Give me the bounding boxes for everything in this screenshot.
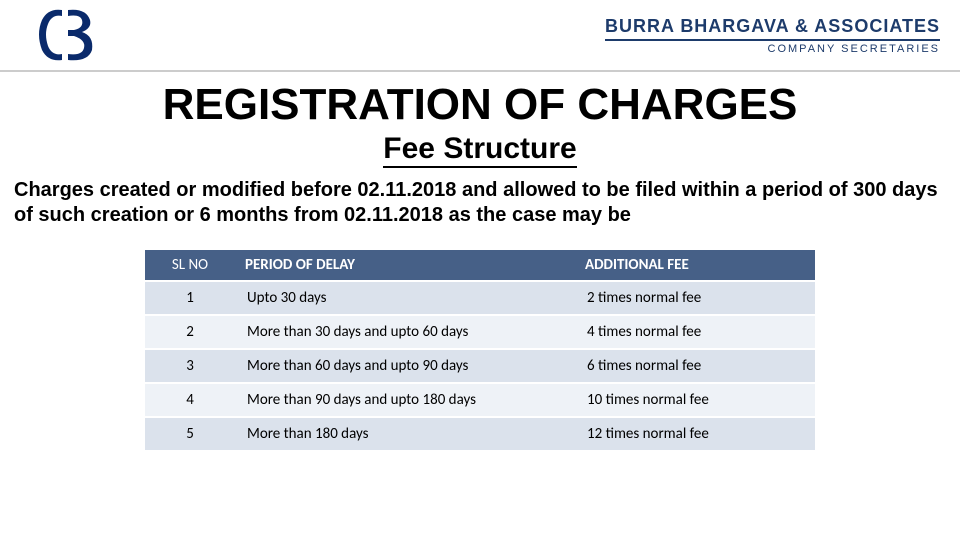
company-block: BURRA BHARGAVA & ASSOCIATES COMPANY SECR… — [605, 16, 940, 55]
cs-logo-icon — [30, 6, 100, 64]
header-bar: BURRA BHARGAVA & ASSOCIATES COMPANY SECR… — [0, 0, 960, 72]
table-row: 3 More than 60 days and upto 90 days 6 t… — [145, 349, 815, 383]
cell-fee: 4 times normal fee — [575, 315, 815, 349]
table-header-row: SL NO PERIOD OF DELAY ADDITIONAL FEE — [145, 250, 815, 281]
table-header-fee: ADDITIONAL FEE — [575, 250, 815, 281]
table-row: 4 More than 90 days and upto 180 days 10… — [145, 383, 815, 417]
cell-period: More than 30 days and upto 60 days — [235, 315, 575, 349]
fee-table: SL NO PERIOD OF DELAY ADDITIONAL FEE 1 U… — [145, 250, 815, 452]
cell-period: More than 180 days — [235, 417, 575, 451]
table-header-period: PERIOD OF DELAY — [235, 250, 575, 281]
cell-slno: 1 — [145, 281, 235, 315]
table-row: 1 Upto 30 days 2 times normal fee — [145, 281, 815, 315]
table-header-slno: SL NO — [145, 250, 235, 281]
cell-fee: 2 times normal fee — [575, 281, 815, 315]
cell-fee: 6 times normal fee — [575, 349, 815, 383]
cell-period: More than 60 days and upto 90 days — [235, 349, 575, 383]
cell-slno: 3 — [145, 349, 235, 383]
cell-period: Upto 30 days — [235, 281, 575, 315]
cell-slno: 2 — [145, 315, 235, 349]
cell-slno: 4 — [145, 383, 235, 417]
cell-fee: 10 times normal fee — [575, 383, 815, 417]
fee-table-wrap: SL NO PERIOD OF DELAY ADDITIONAL FEE 1 U… — [0, 250, 960, 452]
logo — [30, 5, 100, 65]
intro-paragraph: Charges created or modified before 02.11… — [0, 178, 960, 228]
table-row: 2 More than 30 days and upto 60 days 4 t… — [145, 315, 815, 349]
page-subtitle: Fee Structure — [383, 132, 576, 168]
cell-period: More than 90 days and upto 180 days — [235, 383, 575, 417]
page-title: REGISTRATION OF CHARGES — [0, 80, 960, 130]
table-row: 5 More than 180 days 12 times normal fee — [145, 417, 815, 451]
cell-fee: 12 times normal fee — [575, 417, 815, 451]
company-subtitle: COMPANY SECRETARIES — [605, 43, 940, 55]
cell-slno: 5 — [145, 417, 235, 451]
company-name: BURRA BHARGAVA & ASSOCIATES — [605, 16, 940, 41]
